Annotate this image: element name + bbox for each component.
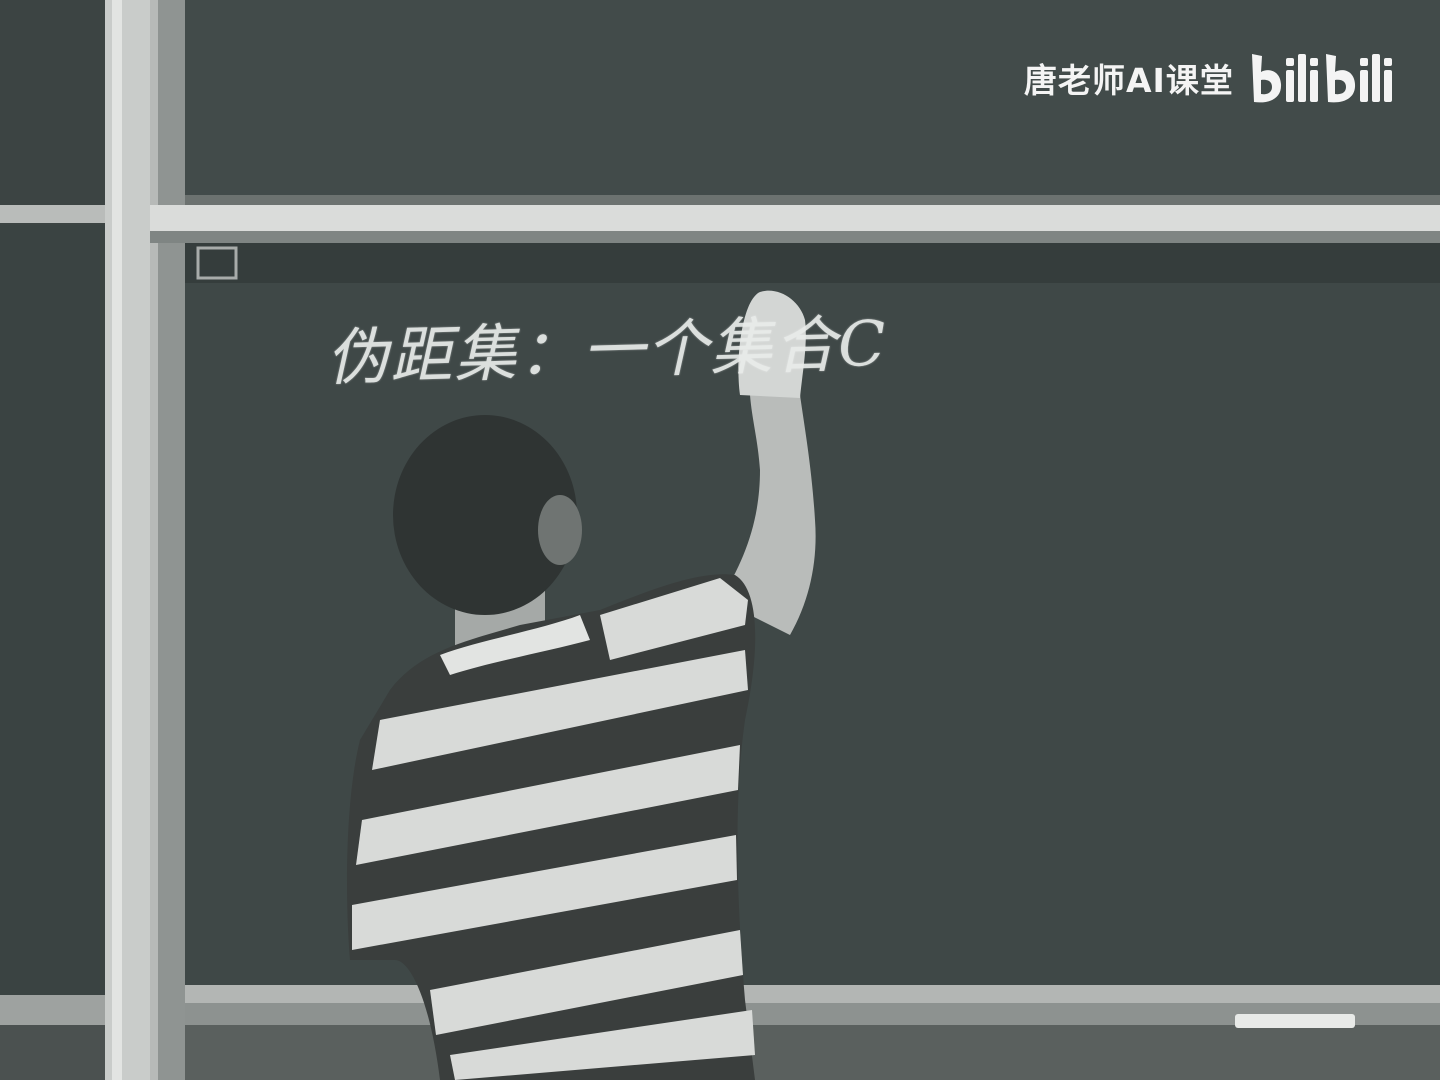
board-divider-rail bbox=[150, 205, 1440, 233]
bilibili-logo-icon bbox=[1248, 50, 1398, 106]
chalk-handwriting: 伪距集：一个集合C bbox=[325, 293, 889, 398]
watermark: 唐老师AI课堂 bbox=[1024, 50, 1398, 106]
frame-post-left bbox=[105, 0, 150, 1080]
left-chalkboard bbox=[0, 0, 112, 1080]
chalk-eraser bbox=[1235, 1014, 1355, 1028]
chalk-tray bbox=[185, 985, 1440, 1080]
channel-watermark: 唐老师AI课堂 bbox=[1024, 54, 1234, 102]
